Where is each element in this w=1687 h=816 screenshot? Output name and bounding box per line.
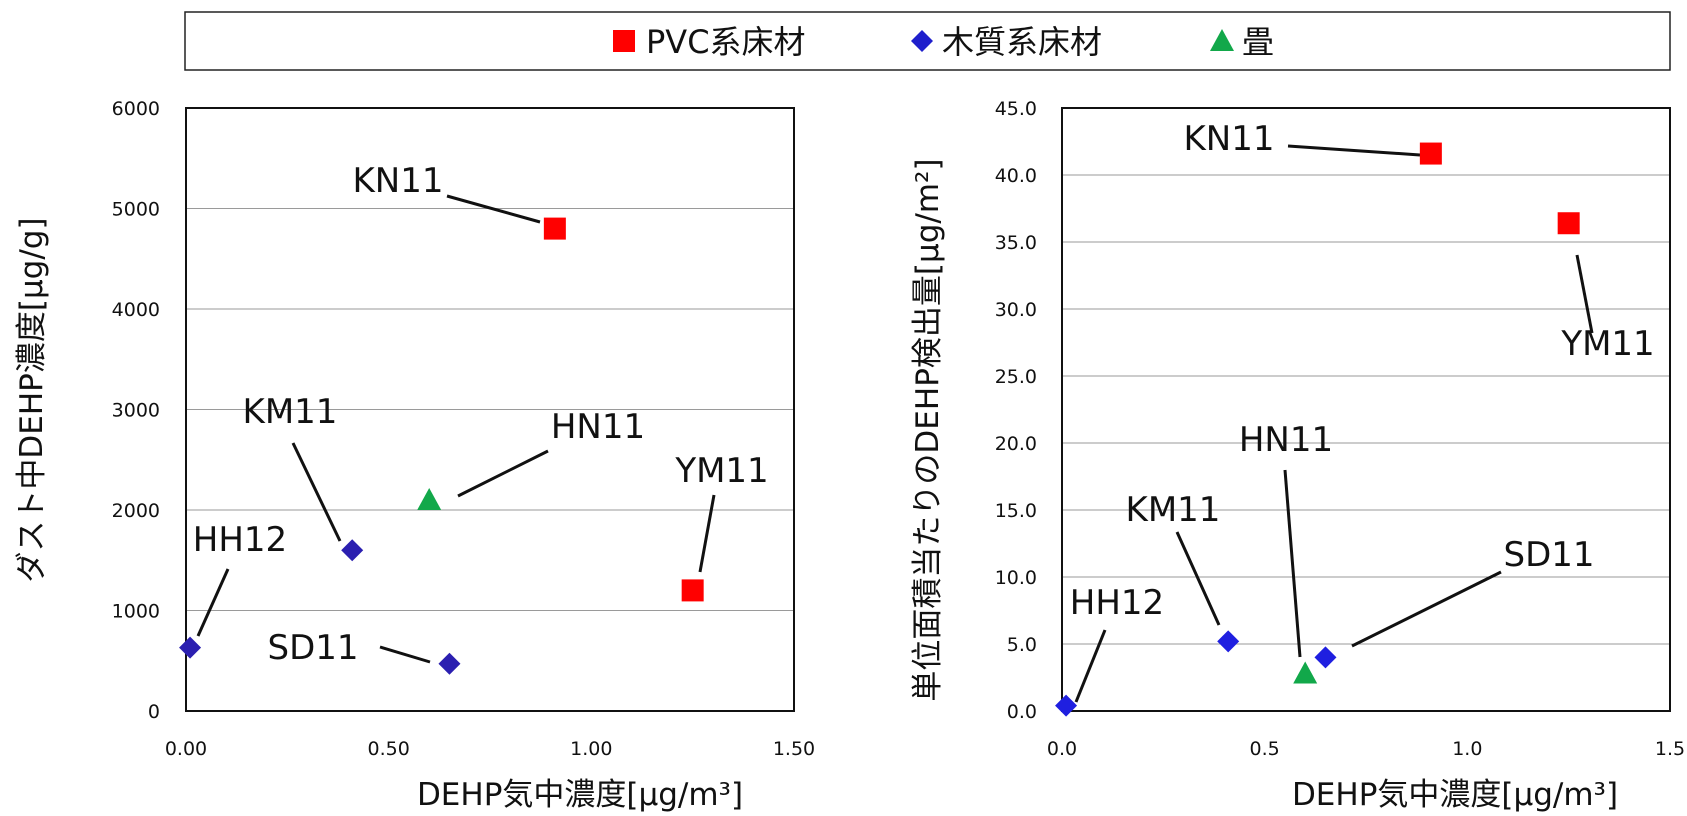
y-tick-label: 1000 bbox=[112, 601, 160, 623]
y-tick-label: 6000 bbox=[112, 98, 160, 120]
point-label-km11: KM11 bbox=[243, 392, 338, 432]
x-tick-label: 1.50 bbox=[773, 738, 815, 760]
leader-line bbox=[446, 194, 541, 224]
x-tick-label: 0.50 bbox=[368, 738, 410, 760]
point-label-hh12: HH12 bbox=[193, 520, 287, 560]
y-tick-label: 4000 bbox=[112, 299, 160, 321]
leader-line bbox=[698, 494, 716, 573]
point-label-kn11: KN11 bbox=[353, 161, 444, 201]
leader-line bbox=[1575, 254, 1594, 334]
data-point-kn11 bbox=[543, 217, 566, 240]
leader-line bbox=[1074, 629, 1107, 703]
leader-line bbox=[457, 449, 549, 498]
y-tick-label: 0 bbox=[148, 701, 160, 723]
leader-line bbox=[196, 568, 230, 637]
point-label-hn11: HN11 bbox=[1239, 420, 1333, 460]
y-tick-label: 5.0 bbox=[1007, 634, 1037, 656]
plot-frame bbox=[185, 107, 795, 712]
y-tick-label: 20.0 bbox=[995, 433, 1037, 455]
y-tick-label: 35.0 bbox=[995, 232, 1037, 254]
point-label-sd11: SD11 bbox=[267, 628, 358, 668]
x-tick-label: 0.0 bbox=[1047, 738, 1077, 760]
x-tick-label: 1.5 bbox=[1655, 738, 1685, 760]
point-label-ym11: YM11 bbox=[1560, 324, 1654, 364]
y-tick-label: 5000 bbox=[112, 199, 160, 221]
point-label-hn11: HN11 bbox=[551, 407, 645, 447]
y-tick-label: 10.0 bbox=[995, 567, 1037, 589]
leader-line bbox=[1175, 531, 1221, 626]
y-tick-label: 40.0 bbox=[995, 165, 1037, 187]
data-point-ym11 bbox=[1557, 212, 1580, 235]
point-label-sd11: SD11 bbox=[1503, 535, 1594, 575]
chart-1: 0 1000 2000 3000 4000 5000 6000 0.00 0.50 1.00 1.5… bbox=[14, 98, 815, 813]
leader-line bbox=[291, 442, 342, 542]
data-point-hh12 bbox=[179, 636, 202, 659]
data-point-sd11 bbox=[1314, 646, 1337, 669]
data-point-km11 bbox=[341, 539, 364, 562]
data-point-km11 bbox=[1217, 630, 1240, 653]
y-tick-label: 3000 bbox=[112, 400, 160, 422]
y-tick-label: 15.0 bbox=[995, 500, 1037, 522]
data-point-hn11 bbox=[1293, 661, 1318, 684]
y-tick-label: 2000 bbox=[112, 500, 160, 522]
point-label-hh12: HH12 bbox=[1070, 583, 1164, 623]
y-tick-label: 45.0 bbox=[995, 98, 1037, 120]
x-tick-label: 1.00 bbox=[570, 738, 612, 760]
point-label-kn11: KN11 bbox=[1184, 119, 1275, 159]
point-label-ym11: YM11 bbox=[674, 451, 768, 491]
data-point-hn11 bbox=[417, 487, 442, 510]
leader-line bbox=[1283, 469, 1302, 658]
y-axis-title: ダスト中DEHP濃度[μg/g] bbox=[14, 217, 50, 582]
chart-2: 0.0 5.0 10.0 15.0 20.0 25.0 30.0 35.0 40.0 45.0 0.… bbox=[910, 98, 1685, 813]
legend-marker-2 bbox=[911, 30, 933, 52]
x-tick-label: 0.00 bbox=[165, 738, 207, 760]
leader-line bbox=[1351, 570, 1502, 648]
leader-line bbox=[1287, 144, 1421, 157]
x-tick-label: 1.0 bbox=[1452, 738, 1482, 760]
data-point-sd11 bbox=[438, 652, 461, 675]
y-tick-label: 30.0 bbox=[995, 299, 1037, 321]
legend-label-3: 畳 bbox=[1242, 23, 1274, 61]
legend-marker-3 bbox=[1210, 29, 1234, 51]
legend-label-2: 木質系床材 bbox=[942, 23, 1102, 61]
x-tick-label: 0.5 bbox=[1250, 738, 1280, 760]
legend: PVC系床材 木質系床材 畳 bbox=[184, 11, 1671, 71]
legend-marker-1 bbox=[613, 30, 635, 52]
data-point-kn11 bbox=[1419, 142, 1442, 165]
x-axis-title: DEHP気中濃度[μg/m³] bbox=[1292, 777, 1618, 813]
leader-line bbox=[379, 645, 431, 664]
y-tick-label: 0.0 bbox=[1007, 701, 1037, 723]
data-point-ym11 bbox=[681, 579, 704, 602]
point-label-km11: KM11 bbox=[1126, 490, 1221, 530]
data-point-hh12 bbox=[1055, 694, 1078, 717]
x-axis-title: DEHP気中濃度[μg/m³] bbox=[417, 777, 743, 813]
y-axis-title: 単位面積当たりのDEHP検出量[μg/m²] bbox=[910, 158, 946, 701]
legend-label-1: PVC系床材 bbox=[646, 23, 806, 61]
y-tick-label: 25.0 bbox=[995, 366, 1037, 388]
plot-frame bbox=[1061, 107, 1671, 712]
